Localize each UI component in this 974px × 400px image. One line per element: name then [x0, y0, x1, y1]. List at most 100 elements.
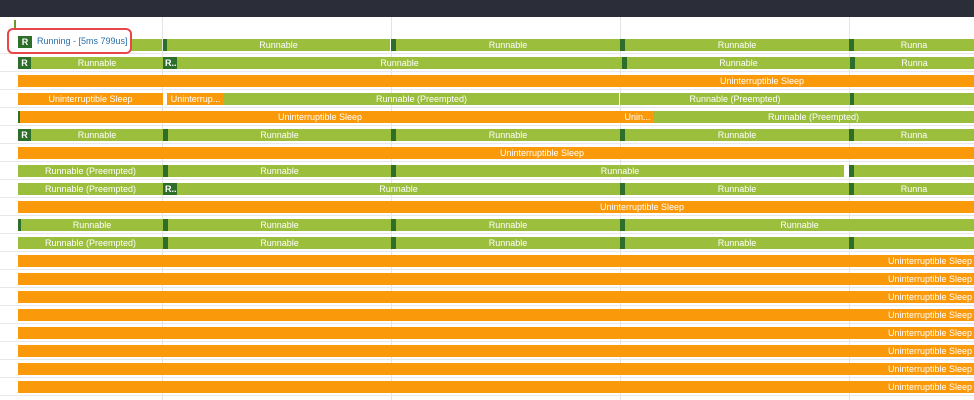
sleep-slice[interactable]: Uninterruptible Sleep — [18, 93, 163, 105]
sleep-slice[interactable]: Uninterruptible Sleep — [18, 345, 974, 357]
runnable-slice[interactable]: Runnable — [168, 219, 391, 231]
runnable-slice[interactable]: Runnable (Preempted) — [18, 165, 163, 177]
runnable-slice[interactable]: Runnable (Preempted) — [224, 93, 619, 105]
runnable-slice[interactable]: Runnable — [177, 183, 620, 195]
sleep-slice[interactable]: Uninterruptible Sleep — [18, 147, 974, 159]
running-slice[interactable] — [620, 39, 625, 51]
thread-track[interactable]: R Runnable R... Runnable Runnable Runna — [0, 54, 974, 72]
running-slice[interactable] — [850, 57, 855, 69]
running-slice[interactable] — [620, 129, 625, 141]
runnable-slice[interactable]: Runnable — [31, 57, 163, 69]
thread-track[interactable]: Uninterruptible Sleep — [0, 144, 974, 162]
runnable-slice[interactable]: Runnable — [168, 129, 391, 141]
thread-track[interactable]: Uninterruptible Sleep — [0, 324, 974, 342]
thread-track[interactable]: Runnable (Preempted) Runnable Runnable Runn… — [0, 234, 974, 252]
thread-track[interactable]: Runnable Runnable Runnable Runnable — [0, 216, 974, 234]
running-slice[interactable] — [391, 219, 396, 231]
running-slice[interactable] — [391, 129, 396, 141]
thread-track[interactable]: Uninterruptible Sleep — [0, 72, 974, 90]
running-slice[interactable] — [622, 57, 627, 69]
sleep-slice[interactable]: Unin... — [622, 111, 653, 123]
runnable-slice[interactable]: Runnable — [396, 39, 620, 51]
thread-track[interactable]: Uninterruptible Sleep — [0, 270, 974, 288]
runnable-slice[interactable]: Runnable (Preempted) — [620, 93, 850, 105]
runnable-slice[interactable]: Runna — [855, 57, 974, 69]
thread-track[interactable]: Uninterruptible Sleep — [0, 198, 974, 216]
runnable-slice[interactable]: Runnable — [625, 219, 974, 231]
thread-track[interactable]: Runnable (Preempted) Runnable Runnable — [0, 162, 974, 180]
running-slice[interactable] — [163, 165, 168, 177]
runnable-slice[interactable]: Runnable — [21, 219, 163, 231]
thread-track[interactable]: Uninterruptible Sleep — [0, 360, 974, 378]
runnable-slice[interactable] — [854, 93, 974, 105]
running-slice[interactable] — [850, 93, 854, 105]
runnable-slice[interactable]: Runnable — [168, 237, 391, 249]
runnable-slice[interactable]: Runnable — [167, 39, 390, 51]
running-slice[interactable] — [163, 219, 168, 231]
running-slice[interactable]: R — [18, 129, 31, 141]
runnable-slice[interactable]: Runnable — [625, 39, 849, 51]
runnable-slice[interactable]: Runnable — [625, 129, 849, 141]
thread-state-timeline[interactable]: Runnable Runnable Runnable Runnable Runna R Ru… — [0, 17, 974, 400]
running-slice[interactable] — [391, 237, 396, 249]
runnable-slice[interactable]: Runna — [854, 39, 974, 51]
runnable-slice[interactable]: Runnable (Preempted) — [653, 111, 974, 123]
runnable-slice[interactable]: Runnable — [627, 57, 850, 69]
thread-track[interactable]: Uninterruptible Sleep — [0, 252, 974, 270]
runnable-slice[interactable]: Runnable — [625, 183, 849, 195]
running-slice[interactable] — [849, 237, 854, 249]
runnable-slice[interactable]: Runnable (Preempted) — [18, 183, 163, 195]
runnable-slice[interactable]: Runna — [854, 183, 974, 195]
sleep-slice[interactable]: Uninterruptible Sleep — [18, 291, 974, 303]
runnable-slice[interactable]: Runnable — [396, 237, 620, 249]
thread-track[interactable]: Uninterruptible Sleep Uninterrup... Runnab… — [0, 90, 974, 108]
thread-track[interactable]: Uninterruptible Sleep — [0, 378, 974, 396]
running-slice[interactable] — [849, 129, 854, 141]
thread-track[interactable]: Uninterruptible Sleep Unin... Runnable (Pr… — [0, 108, 974, 126]
sleep-slice[interactable]: Uninterruptible Sleep — [18, 75, 974, 87]
runnable-slice[interactable]: Runnable — [168, 165, 391, 177]
thread-track[interactable]: Runnable (Preempted) R... Runnable Runnable… — [0, 180, 974, 198]
running-slice[interactable] — [391, 39, 396, 51]
runnable-slice[interactable]: Runna — [854, 129, 974, 141]
runnable-slice[interactable]: Runnable — [31, 129, 163, 141]
running-slice[interactable]: R — [18, 57, 31, 69]
running-slice[interactable] — [620, 219, 625, 231]
runnable-slice[interactable]: Runnable (Preempted) — [18, 237, 163, 249]
runnable-slice[interactable]: Runnable — [396, 165, 844, 177]
thread-track[interactable]: Uninterruptible Sleep — [0, 342, 974, 360]
running-slice[interactable] — [163, 237, 168, 249]
running-slice[interactable] — [18, 111, 20, 123]
runnable-slice[interactable]: Runnable — [625, 237, 849, 249]
sleep-slice[interactable]: Uninterruptible Sleep — [18, 309, 974, 321]
sleep-slice[interactable]: Uninterruptible Sleep — [18, 201, 974, 213]
running-slice[interactable]: R... — [163, 183, 177, 195]
sleep-slice[interactable]: Uninterruptible Sleep — [18, 255, 974, 267]
runnable-slice[interactable]: Runnable — [177, 57, 622, 69]
thread-track[interactable]: Uninterruptible Sleep — [0, 288, 974, 306]
running-slice[interactable] — [391, 165, 396, 177]
running-slice[interactable] — [163, 129, 168, 141]
thread-track[interactable]: Uninterruptible Sleep — [0, 306, 974, 324]
sleep-slice[interactable]: Uninterruptible Sleep — [18, 363, 974, 375]
selected-slice-tooltip[interactable]: R Running - [5ms 799us] — [7, 28, 132, 54]
thread-track[interactable]: R Runnable Runnable Runnable Runnable Runna — [0, 126, 974, 144]
running-slice[interactable] — [849, 39, 854, 51]
runnable-slice[interactable]: Runnable — [396, 219, 620, 231]
running-slice[interactable] — [620, 183, 625, 195]
sleep-slice[interactable]: Uninterrup... — [167, 93, 224, 105]
runnable-slice[interactable] — [854, 165, 974, 177]
running-slice[interactable] — [849, 183, 854, 195]
sleep-slice[interactable]: Uninterruptible Sleep — [20, 111, 622, 123]
runnable-slice[interactable]: Runnable — [396, 129, 620, 141]
running-slice[interactable] — [18, 219, 21, 231]
sleep-slice[interactable]: Uninterruptible Sleep — [18, 327, 974, 339]
time-marker[interactable] — [14, 20, 16, 29]
running-slice[interactable] — [849, 165, 854, 177]
running-slice[interactable] — [620, 237, 625, 249]
running-slice[interactable] — [163, 39, 167, 51]
sleep-slice[interactable]: Uninterruptible Sleep — [18, 381, 974, 393]
running-slice[interactable]: R... — [163, 57, 177, 69]
sleep-slice[interactable]: Uninterruptible Sleep — [18, 273, 974, 285]
